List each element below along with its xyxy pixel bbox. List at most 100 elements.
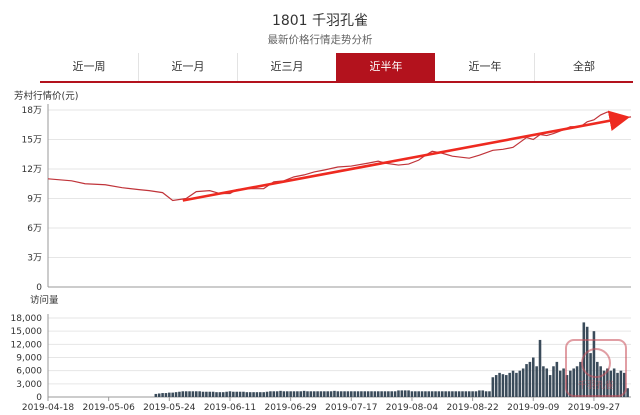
watermark-seal: 千羽孔雀 (565, 339, 627, 397)
visits-bar (491, 377, 495, 397)
visits-bar (521, 368, 525, 397)
visits-bar (417, 391, 420, 397)
visits-bar (528, 361, 532, 397)
price-y-tick-label: 12万 (22, 165, 42, 175)
visits-bar (232, 391, 235, 397)
visits-chart-ylabel: 访问量 (30, 294, 59, 306)
tab-year[interactable]: 近一年 (468, 60, 502, 73)
visits-bar (161, 393, 164, 397)
visits-bar (619, 370, 623, 397)
price-series-line (47, 111, 632, 202)
visits-bar (494, 375, 498, 397)
visits-bar (488, 391, 491, 397)
visits-y-tick-label: 15,000 (11, 327, 43, 337)
visits-bar (383, 391, 387, 397)
visits-bar (535, 366, 538, 397)
price-y-tick-label: 18万 (22, 106, 42, 116)
visits-bar (505, 375, 508, 397)
visits-bar (262, 392, 265, 397)
visits-bar (562, 368, 565, 397)
visits-bar (292, 391, 296, 397)
price-chart-y-tick-labels: 0 3万 6万 9万 12万 15万 18万 (22, 106, 43, 293)
price-y-tick-label: 6万 (27, 224, 42, 234)
visits-bar (484, 391, 488, 397)
visits-y-tick-label: 0 (36, 393, 42, 403)
visits-bar (171, 392, 174, 397)
visits-bar (178, 391, 181, 397)
visits-bar (242, 391, 245, 397)
tab-half-year[interactable]: 近半年 (336, 53, 435, 81)
visits-bar (545, 368, 549, 397)
visits-bar (289, 391, 292, 397)
visits-bar (302, 390, 306, 397)
visits-bar (451, 391, 454, 397)
visits-bar (572, 368, 575, 397)
visits-bar (279, 390, 282, 397)
visits-bar (582, 322, 586, 397)
visits-bar (393, 391, 397, 397)
visits-bar (478, 390, 481, 397)
tab-three-months[interactable]: 近三月 (237, 53, 336, 81)
visits-bar (373, 391, 377, 397)
visits-bar (474, 391, 478, 397)
visits-bars (154, 322, 629, 397)
visits-bar (434, 391, 437, 397)
tab-week[interactable]: 近一周 (72, 60, 106, 73)
visits-bar (380, 391, 383, 397)
visits-bar (511, 370, 515, 397)
visits-bar (626, 388, 629, 397)
visits-bar (464, 391, 468, 397)
visits-bar (602, 370, 606, 397)
visits-bar (481, 390, 484, 397)
visits-bar (333, 390, 336, 397)
visits-bar (299, 391, 303, 397)
visits-bar (548, 375, 552, 397)
visits-bar (201, 391, 205, 397)
watermark-text: 千羽孔雀 (578, 379, 614, 391)
visits-bar (198, 391, 201, 397)
visits-bar (191, 391, 195, 397)
x-tick-label: 2019-04-18 (22, 403, 75, 413)
visits-bar (538, 339, 542, 397)
visits-chart-y-tick-labels: 0 3,000 6,000 9,000 12,000 15,000 18,000 (11, 314, 43, 403)
visits-bar (471, 391, 474, 397)
tab-all[interactable]: 全部 (534, 53, 633, 81)
visits-bar (454, 391, 458, 397)
visits-bar (461, 391, 464, 397)
visits-bar (622, 372, 626, 397)
visits-y-tick-label: 12,000 (11, 340, 43, 350)
visits-bar (403, 390, 407, 397)
visits-bar (329, 391, 333, 397)
x-tick-label: 2019-06-11 (204, 403, 256, 413)
visits-bar (508, 372, 511, 397)
visits-bar (211, 391, 215, 397)
visits-bar (575, 366, 579, 397)
visits-bar (184, 391, 188, 397)
x-tick-label: 2019-07-17 (325, 403, 377, 413)
visits-bar (154, 393, 158, 397)
visits-bar (498, 372, 501, 397)
visits-bar (188, 391, 191, 397)
visits-bar (612, 368, 616, 397)
visits-bar (326, 391, 329, 397)
price-y-tick-label: 9万 (27, 195, 42, 205)
visits-bar (531, 357, 535, 397)
visits-bar (275, 391, 279, 397)
visits-bar (245, 392, 249, 397)
visits-bar (218, 392, 222, 397)
visits-bar (592, 331, 596, 397)
visits-bar (235, 391, 238, 397)
visits-bar (339, 391, 343, 397)
visits-bar (616, 372, 619, 397)
time-range-tabs: 近一周 近一月 近三月 近半年 近一年 全部 (40, 53, 633, 83)
visits-bar (585, 326, 589, 397)
visits-bar (569, 370, 572, 397)
visits-bar (609, 370, 613, 397)
visits-bar (343, 391, 346, 397)
visits-bar (552, 366, 555, 397)
tab-month[interactable]: 近一月 (138, 53, 237, 81)
visits-bar (596, 361, 599, 397)
visits-bar (424, 391, 427, 397)
visits-bar (558, 370, 562, 397)
